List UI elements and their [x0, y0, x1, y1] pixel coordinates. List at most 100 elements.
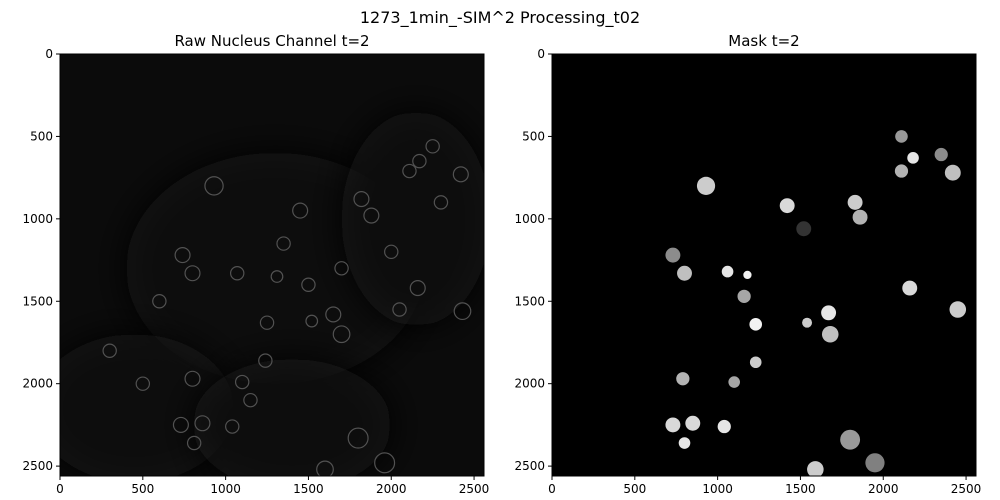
mask-object — [949, 301, 967, 318]
x-tick-label: 0 — [548, 482, 556, 496]
mask-panel-title: Mask t=2 — [728, 32, 799, 50]
y-tick-label: 1500 — [22, 294, 53, 308]
nucleus-ring — [347, 427, 369, 449]
nucleus-ring — [363, 207, 380, 224]
raw-x-axis: 0 500 1000 1500 2000 2500 — [56, 476, 489, 496]
x-tick-label: 500 — [131, 482, 154, 496]
nucleus-ring — [258, 353, 273, 368]
nucleus-ring — [152, 294, 167, 309]
mask-object — [907, 152, 919, 164]
nucleus-ring — [433, 195, 449, 210]
mask-object — [779, 198, 795, 214]
tissue-region — [192, 358, 392, 476]
x-tick-label: 2500 — [951, 482, 982, 496]
nucleus-ring — [243, 392, 258, 408]
mask-axes-frame — [551, 53, 977, 477]
nucleus-ring — [301, 277, 316, 293]
nucleus-ring — [453, 302, 472, 321]
mask-object — [678, 437, 691, 449]
nucleus-ring — [234, 374, 250, 390]
x-tick-label: 2000 — [376, 482, 407, 496]
mask-object — [840, 429, 861, 450]
nucleus-ring — [194, 415, 211, 432]
nucleus-ring — [353, 191, 370, 208]
nucleus-ring — [174, 247, 191, 264]
mask-object — [676, 372, 690, 386]
y-tick-label: 500 — [522, 129, 545, 143]
figure-title: 1273_1min_-SIM^2 Processing_t02 — [359, 8, 641, 27]
nucleus-ring — [184, 265, 201, 282]
nucleus-ring — [225, 419, 240, 434]
mask-x-axis: 0 500 1000 1500 2000 2500 — [548, 476, 981, 496]
x-tick-label: 2500 — [459, 482, 490, 496]
nucleus-ring — [305, 314, 319, 328]
y-tick-label: 2000 — [514, 377, 545, 391]
x-tick-label: 2000 — [868, 482, 899, 496]
mask-object — [665, 247, 681, 263]
nucleus-ring — [316, 460, 334, 476]
mask-object — [665, 417, 681, 433]
nucleus-ring — [384, 244, 399, 260]
y-tick-label: 2000 — [22, 377, 53, 391]
x-tick-label: 1500 — [293, 482, 324, 496]
nucleus-ring — [412, 153, 427, 169]
mask-object — [807, 461, 824, 476]
nucleus-ring — [259, 315, 275, 330]
nucleus-ring — [184, 370, 201, 387]
mask-object — [847, 194, 863, 210]
nucleus-ring — [186, 435, 202, 451]
raw-y-axis: 0 500 1000 1500 2000 2500 — [22, 47, 60, 473]
nucleus-ring — [172, 416, 189, 433]
nucleus-ring — [102, 343, 117, 358]
mask-object — [944, 164, 961, 181]
mask-object — [934, 147, 948, 162]
raw-panel-title: Raw Nucleus Channel t=2 — [174, 32, 369, 50]
nucleus-ring — [270, 270, 284, 283]
mask-object — [802, 317, 813, 328]
nucleus-ring — [374, 452, 396, 474]
x-tick-label: 0 — [56, 482, 64, 496]
nucleus-ring — [392, 302, 407, 317]
y-tick-label: 500 — [30, 129, 53, 143]
mask-object — [737, 289, 751, 303]
mask-image-area — [552, 54, 976, 476]
raw-axes-frame — [59, 53, 485, 477]
nucleus-ring — [332, 325, 351, 344]
y-tick-label: 2500 — [22, 459, 53, 473]
mask-object — [721, 265, 734, 278]
mask-object — [749, 356, 762, 369]
nucleus-ring — [204, 176, 224, 196]
tissue-region — [60, 334, 234, 476]
image-background — [552, 54, 976, 476]
mask-object — [685, 415, 701, 431]
mask-panel: Mask t=2 0 500 1000 1500 2000 2500 0 500 1000 15… — [514, 32, 981, 496]
nucleus-ring — [452, 166, 469, 183]
y-tick-label: 1500 — [514, 294, 545, 308]
tissue-region — [341, 111, 484, 326]
mask-object — [696, 176, 716, 195]
y-tick-label: 2500 — [514, 459, 545, 473]
mask-object — [677, 265, 692, 281]
mask-object — [749, 318, 763, 331]
mask-y-axis: 0 500 1000 1500 2000 2500 — [514, 47, 552, 473]
nucleus-ring — [425, 139, 440, 154]
mask-object — [902, 280, 918, 296]
y-tick-label: 1000 — [514, 212, 545, 226]
nucleus-ring — [276, 236, 291, 251]
x-tick-label: 1000 — [210, 482, 241, 496]
mask-object — [852, 209, 868, 225]
nucleus-ring — [229, 266, 245, 281]
mask-object — [821, 305, 837, 321]
nucleus-ring — [402, 163, 417, 179]
nucleus-ring — [135, 376, 151, 391]
mask-object — [796, 221, 812, 237]
nucleus-ring — [409, 280, 426, 297]
y-tick-label: 0 — [45, 47, 53, 61]
mask-object — [728, 376, 740, 388]
mask-object — [717, 419, 731, 434]
x-tick-label: 1500 — [785, 482, 816, 496]
mask-object — [865, 453, 885, 473]
y-tick-label: 0 — [537, 47, 545, 61]
mask-object — [894, 164, 909, 178]
